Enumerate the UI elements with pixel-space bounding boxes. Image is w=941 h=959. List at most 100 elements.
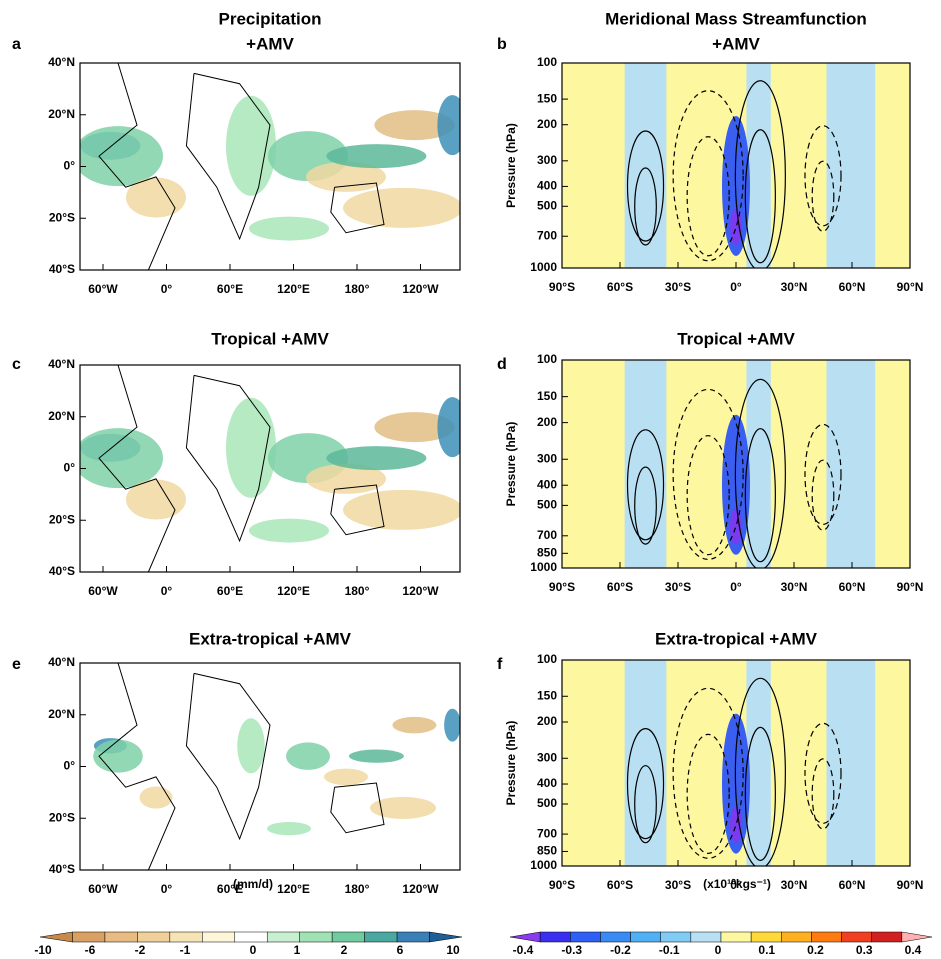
x-tick-label: 30°N — [781, 878, 808, 892]
shading — [324, 768, 368, 786]
shading — [730, 209, 742, 245]
y-tick-label: 20°S — [49, 210, 75, 224]
shading — [343, 489, 460, 530]
contour — [734, 677, 786, 866]
band-positive — [562, 63, 625, 268]
y-tick-label: 40°S — [49, 564, 75, 578]
panel-letter: b — [497, 36, 507, 53]
x-tick-label: 120°E — [277, 882, 310, 896]
contour — [686, 136, 730, 257]
y-tick-label: 40°N — [48, 655, 75, 669]
y-tick-label: 0° — [64, 461, 76, 475]
x-tick-label: 120°W — [402, 882, 439, 896]
x-tick-label: 60°E — [217, 584, 243, 598]
x-tick-label: 0° — [730, 878, 742, 892]
x-tick-label: 0° — [730, 280, 742, 294]
panel-letter: f — [497, 656, 503, 673]
contour — [626, 429, 665, 541]
panel-title: Meridional Mass Streamfunction — [605, 9, 867, 28]
colorbar-box — [364, 931, 398, 943]
contour — [672, 687, 744, 859]
colorbar-box — [72, 931, 106, 943]
colorbar-end — [901, 931, 933, 943]
band-positive — [875, 360, 910, 568]
x-tick-label: 30°S — [665, 580, 691, 594]
y-tick-label: 100 — [537, 55, 557, 69]
x-tick-label: 120°E — [277, 282, 310, 296]
plot-area — [562, 360, 910, 568]
shading — [267, 822, 311, 836]
shading — [93, 739, 143, 773]
contour — [811, 758, 835, 830]
y-tick-label: 400 — [537, 179, 557, 193]
shading — [139, 786, 173, 809]
colorbar-label: 0.4 — [905, 943, 922, 957]
colorbar-box — [396, 931, 430, 943]
y-tick-label: 700 — [537, 826, 557, 840]
shading — [126, 479, 186, 520]
colorbar-box — [841, 931, 872, 943]
colorbar-label: 2 — [341, 943, 348, 957]
colorbar-box — [600, 931, 631, 943]
y-axis-label: Pressure (hPa) — [504, 123, 518, 208]
shading — [326, 144, 427, 169]
coastline — [98, 63, 176, 270]
coastline — [185, 374, 271, 543]
y-tick-label: 20°N — [48, 409, 75, 423]
shading — [286, 742, 330, 770]
shading — [374, 412, 455, 443]
shading — [126, 177, 186, 218]
y-tick-label: 500 — [537, 198, 557, 212]
contour — [634, 466, 657, 545]
colorbar-label: -1 — [180, 943, 191, 957]
colorbar-box — [630, 931, 661, 943]
shading — [249, 216, 329, 241]
colorbar-box — [266, 931, 300, 943]
y-tick-label: 150 — [537, 91, 557, 105]
band-positive — [562, 360, 625, 568]
x-tick-label: 60°W — [88, 882, 118, 896]
shading — [237, 718, 265, 774]
colorbar-label: -0.2 — [610, 943, 631, 957]
contour — [626, 727, 665, 840]
plot-area — [562, 63, 910, 268]
y-tick-label: 400 — [537, 477, 557, 491]
coastline — [98, 663, 176, 870]
y-tick-label: 0° — [64, 759, 76, 773]
contour — [811, 459, 835, 531]
x-tick-label: 60°N — [839, 580, 866, 594]
colorbar-box — [720, 931, 752, 943]
plot-area — [562, 660, 910, 866]
contour — [634, 765, 657, 844]
contour — [686, 435, 730, 556]
x-tick-label: 0° — [161, 584, 173, 598]
y-tick-label: 150 — [537, 389, 557, 403]
colorbar-box — [104, 931, 138, 943]
y-tick-label: 100 — [537, 652, 557, 666]
plot-area — [80, 365, 460, 572]
y-tick-label: 200 — [537, 415, 557, 429]
plot-content — [80, 365, 460, 572]
contour — [811, 160, 835, 232]
coastline — [330, 182, 385, 234]
shading — [392, 716, 437, 734]
colorbar-box — [331, 931, 365, 943]
coastline — [98, 365, 176, 572]
y-tick-label: 200 — [537, 714, 557, 728]
plot-content — [562, 63, 910, 268]
band-positive — [875, 63, 910, 268]
colorbar-box — [690, 931, 722, 943]
y-tick-label: 300 — [537, 153, 557, 167]
x-tick-label: 60°N — [839, 878, 866, 892]
x-tick-label: 0° — [730, 580, 742, 594]
y-tick-label: 40°S — [49, 262, 75, 276]
x-tick-label: 60°E — [217, 282, 243, 296]
colorbar-end — [509, 931, 541, 943]
y-tick-label: 1000 — [530, 858, 557, 872]
band-positive — [875, 660, 910, 866]
shading — [226, 397, 276, 498]
y-tick-label: 20°S — [49, 810, 75, 824]
y-tick-label: 1000 — [530, 560, 557, 574]
shading — [326, 446, 427, 471]
